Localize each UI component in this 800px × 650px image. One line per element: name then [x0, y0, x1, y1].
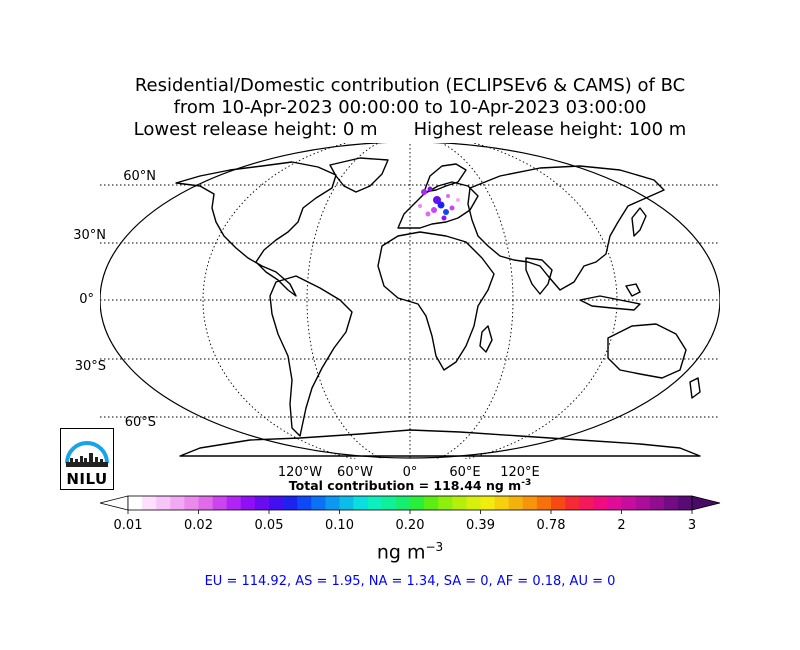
colorbar-cells: [128, 496, 693, 510]
lat-label-60n: 60°N: [123, 169, 156, 184]
colorbar-cell: [494, 496, 509, 510]
colorbar-tick-label: 0.39: [466, 518, 495, 533]
lowest-release-height: Lowest release height: 0 m: [133, 119, 378, 140]
colorbar-cell: [663, 496, 679, 510]
longitude-labels: 120°W 60°W 0° 60°E 120°E: [278, 465, 540, 480]
colorbar-tick-label: 0.78: [537, 518, 566, 533]
colorbar-cell: [142, 496, 157, 510]
lon-label-0: 0°: [403, 465, 418, 480]
colorbar-cell: [226, 496, 242, 510]
colorbar-tick-label: 0.02: [184, 518, 213, 533]
colorbar: 0.01 0.02 0.05 0.10 0.20 0.39 0.78 2 3: [99, 495, 721, 533]
colorbar-cell: [424, 496, 439, 510]
colorbar-cell: [466, 496, 481, 510]
colorbar-cell: [297, 496, 312, 510]
colorbar-cell: [212, 496, 227, 510]
chart-title-line-1: Residential/Domestic contribution (ECLIP…: [134, 75, 686, 96]
colorbar-cell: [635, 496, 650, 510]
chart-title-line-3: Lowest release height: 0 m Highest releas…: [0, 119, 800, 141]
colorbar-cell: [621, 496, 636, 510]
colorbar-cell: [438, 496, 453, 510]
coastlines: [175, 157, 701, 457]
latitude-labels: 60°N 30°N 0° 30°S 60°S: [73, 169, 156, 430]
colorbar-cell: [551, 496, 566, 510]
colorbar-tick-label: 0.20: [396, 518, 425, 533]
nilu-logo: NILU: [60, 428, 114, 490]
colorbar-cell: [269, 496, 284, 510]
colorbar-cell: [381, 496, 397, 510]
lon-label-60w: 60°W: [337, 465, 373, 480]
colorbar-cell: [283, 496, 298, 510]
colorbar-cell: [579, 496, 594, 510]
colorbar-cell: [593, 496, 608, 510]
colorbar-cell: [508, 496, 524, 510]
colorbar-cell: [325, 496, 340, 510]
lat-label-30n: 30°N: [73, 228, 106, 243]
lat-label-0: 0°: [79, 292, 94, 307]
regional-stats: EU = 114.92, AS = 1.95, NA = 1.34, SA = …: [204, 574, 616, 589]
colorbar-cell: [395, 496, 411, 510]
highest-release-height: Highest release height: 100 m: [413, 119, 687, 140]
colorbar-cell: [367, 496, 383, 510]
colorbar-cell: [536, 496, 552, 510]
colorbar-tick-label: 0.01: [114, 518, 143, 533]
lon-label-60e: 60°E: [449, 465, 480, 480]
total-contribution: Total contribution = 118.44 ng m-3: [288, 478, 532, 494]
colorbar-cell: [311, 496, 326, 510]
colorbar-cell: [677, 496, 693, 510]
colorbar-cell: [240, 496, 256, 510]
colorbar-cell: [254, 496, 270, 510]
colorbar-cell: [410, 496, 425, 510]
colorbar-cell: [156, 496, 171, 510]
colorbar-cell: [184, 496, 199, 510]
colorbar-tick-label: 0.10: [325, 518, 354, 533]
map-frame: [100, 143, 720, 459]
lat-label-60s: 60°S: [125, 415, 156, 430]
colorbar-cell: [607, 496, 622, 510]
colorbar-tick-label: 3: [688, 518, 696, 533]
lon-label-120e: 120°E: [500, 465, 540, 480]
colorbar-cell: [339, 496, 354, 510]
nilu-logo-icon: [65, 441, 109, 467]
colorbar-cell: [452, 496, 467, 510]
lat-label-30s: 30°S: [75, 359, 106, 374]
colorbar-cell: [353, 496, 368, 510]
plume-europe: [418, 186, 460, 221]
colorbar-cell: [198, 496, 213, 510]
colorbar-extend-min: [99, 495, 129, 511]
colorbar-cell: [565, 496, 580, 510]
colorbar-cell: [522, 496, 538, 510]
colorbar-cell: [128, 496, 143, 510]
colorbar-unit: ng m−3: [376, 540, 444, 564]
colorbar-tick-label: 2: [617, 518, 625, 533]
colorbar-ticks: 0.01 0.02 0.05 0.10 0.20 0.39 0.78 2 3: [114, 510, 696, 533]
nilu-logo-text: NILU: [66, 470, 108, 488]
colorbar-extend-max: [691, 495, 721, 511]
colorbar-tick-label: 0.05: [255, 518, 284, 533]
lon-label-120w: 120°W: [278, 465, 322, 480]
colorbar-cell: [649, 496, 665, 510]
colorbar-cell: [170, 496, 185, 510]
colorbar-cell: [480, 496, 495, 510]
chart-title-line-2: from 10-Apr-2023 00:00:00 to 10-Apr-2023…: [173, 97, 647, 118]
